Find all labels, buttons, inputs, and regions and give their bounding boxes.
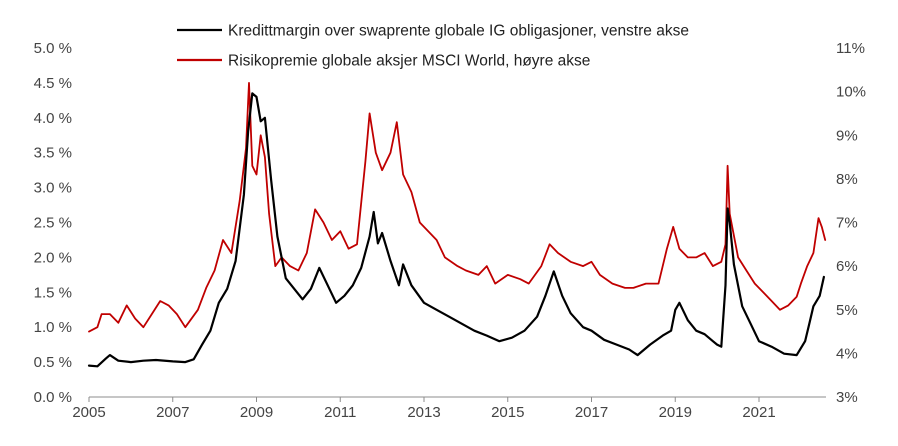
y-left-tick-label: 2.0 % — [34, 249, 72, 266]
y-left-tick-label: 4.5 % — [34, 75, 72, 92]
legend-label-credit-spread: Kredittmargin over swaprente globale IG … — [228, 23, 689, 40]
x-tick-label: 2009 — [240, 404, 273, 421]
chart-legend: Kredittmargin over swaprente globale IG … — [177, 23, 689, 70]
series-line-credit-spread — [87, 92, 825, 368]
x-tick-label: 2013 — [407, 404, 440, 421]
y-right-tick-label: 3% — [836, 389, 858, 406]
y-left-tick-label: 1.0 % — [34, 319, 72, 336]
y-left-tick-label: 5.0 % — [34, 40, 72, 57]
x-tick-label: 2005 — [72, 404, 105, 421]
x-tick-label: 2015 — [491, 404, 524, 421]
y-left-tick-label: 2.5 % — [34, 215, 72, 232]
y-left-tick-label: 0.5 % — [34, 354, 72, 371]
y-left-tick-label: 3.5 % — [34, 145, 72, 162]
series-line-equity-premium — [88, 82, 827, 333]
x-tick-label: 2011 — [324, 404, 356, 421]
x-tick-label: 2007 — [156, 404, 189, 421]
legend-label-equity-premium: Risikopremie globale aksjer MSCI World, … — [228, 53, 590, 70]
y-right-tick-label: 7% — [836, 215, 858, 232]
y-right-tick-label: 4% — [836, 345, 858, 362]
y-right-tick-label: 8% — [836, 171, 858, 188]
y-right-tick-label: 11% — [836, 40, 865, 57]
y-right-tick-label: 6% — [836, 258, 858, 275]
chart-axes: 2005 2007 2009 2011 2013 2015 2017 2019 2021 0.0 … — [34, 40, 866, 421]
y-left-tick-label: 4.0 % — [34, 110, 72, 127]
chart-series-lines — [87, 82, 827, 368]
y-left-tick-label: 1.5 % — [34, 284, 72, 301]
y-left-tick-label: 0.0 % — [34, 389, 72, 406]
x-tick-label: 2021 — [742, 404, 775, 421]
y-right-tick-label: 10% — [836, 84, 866, 101]
y-right-tick-label: 9% — [836, 127, 858, 144]
x-tick-label: 2017 — [575, 404, 608, 421]
y-right-tick-label: 5% — [836, 302, 858, 319]
x-tick-label: 2019 — [659, 404, 692, 421]
y-left-tick-label: 3.0 % — [34, 180, 72, 197]
